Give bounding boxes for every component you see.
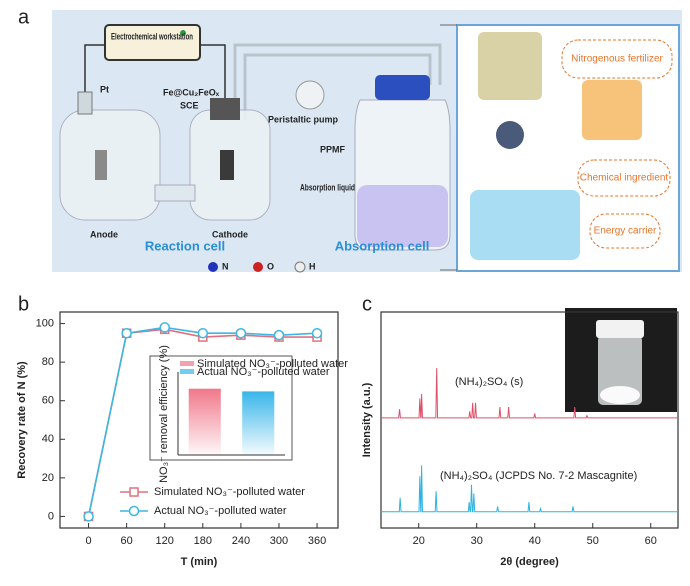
panel-label: c [362,293,372,315]
label: SCE [180,100,199,110]
x-tick-label: 30 [471,535,483,547]
y-tick-label: 40 [42,433,54,445]
x-axis-title: T (min) [181,556,218,568]
series-line [381,465,678,513]
pump [295,80,325,110]
use-label: Nitrogenous fertilizer [571,54,663,65]
x-tick-label: 180 [194,535,212,547]
label: Fe@Cu₂FeOₓ [163,87,220,97]
anode-cell [59,109,161,221]
pt-electrode [77,91,93,115]
marker [121,327,132,339]
vial-cap [596,320,644,338]
caption: Absorption cell [335,238,430,253]
powder [600,386,640,404]
caption: Reaction cell [145,238,225,253]
x-tick-label: 60 [645,535,657,547]
atom-o [253,262,263,272]
x-tick-label: 50 [587,535,599,547]
label: Pt [100,84,109,94]
label: Peristaltic pump [268,114,339,124]
plate [95,150,107,180]
x-tick-label: 240 [232,535,250,547]
marker [128,505,140,517]
bottle-cap [375,75,430,100]
x-tick-label: 40 [529,535,541,547]
panel-label: a [18,6,30,28]
inset-y-title: NO₃⁻ removal efficiency (%) [158,345,170,483]
y-tick-label: 100 [36,317,54,329]
label: N [222,261,229,271]
x-tick-label: 60 [121,535,133,547]
bar [242,391,275,455]
x-tick-label: 120 [156,535,174,547]
x-tick-label: 300 [270,535,288,547]
marker [159,322,170,333]
y-tick-label: 20 [42,472,54,484]
tube [233,43,442,120]
cloud [561,39,673,79]
label: PPMF [320,144,346,154]
annotation: (NH₄)₂SO₄ (JCPDS No. 7-2 Mascagnite) [440,470,637,482]
label: Cathode [212,229,248,239]
legend-swatch [180,361,194,366]
wire [84,44,226,100]
series-line [381,368,678,419]
liquid [357,185,448,247]
y-tick-label: 0 [48,510,54,522]
marker [311,327,323,339]
y-tick-label: 60 [42,395,54,407]
fertilizer-icon [478,32,542,100]
energy-icon [470,190,580,260]
marker [83,511,94,522]
label: Electrochemical workstation [111,31,193,41]
atom-h [294,261,306,273]
plot-frame [380,311,679,529]
photo [565,308,677,412]
led [180,30,186,36]
use-label: Energy carrier [594,226,657,237]
y-tick-label: 80 [42,356,54,368]
legend-label: Actual NO₃⁻-polluted water [154,505,287,517]
marker [273,329,285,341]
y-axis-title: Recovery rate of N (%) [16,361,28,479]
legend-label: Simulated NO₃⁻-polluted water [197,358,348,370]
x-axis-title: 2θ (degree) [500,556,559,568]
marker [129,487,139,497]
y-axis-title: Intensity (a.u.) [361,382,373,457]
label: H [309,261,316,271]
molecule [496,121,524,149]
workstation-box [104,24,201,61]
label: Anode [90,229,118,239]
x-tick-label: 360 [308,535,326,547]
legend-label: Simulated NO₃⁻-polluted water [154,486,305,498]
bridge [154,184,196,202]
label: O [267,261,274,271]
marker [197,327,209,339]
legend-label: Actual NO₃⁻-polluted water [197,366,330,378]
x-tick-label: 20 [413,535,425,547]
plate [220,150,234,180]
legend-swatch [180,369,194,374]
atom-n [208,262,218,272]
cloud [589,213,661,249]
cloud [577,159,671,197]
plot-frame [59,311,339,529]
panel-label: b [18,293,29,315]
cap [210,98,240,120]
annotation: (NH₄)₂SO₄ (s) [455,376,523,388]
use-label: Chemical ingredient [580,173,669,184]
label: Absorption liquid [300,182,355,192]
bar [188,388,221,455]
x-tick-label: 0 [85,535,91,547]
marker [235,327,247,339]
chemical-icon [582,80,642,140]
